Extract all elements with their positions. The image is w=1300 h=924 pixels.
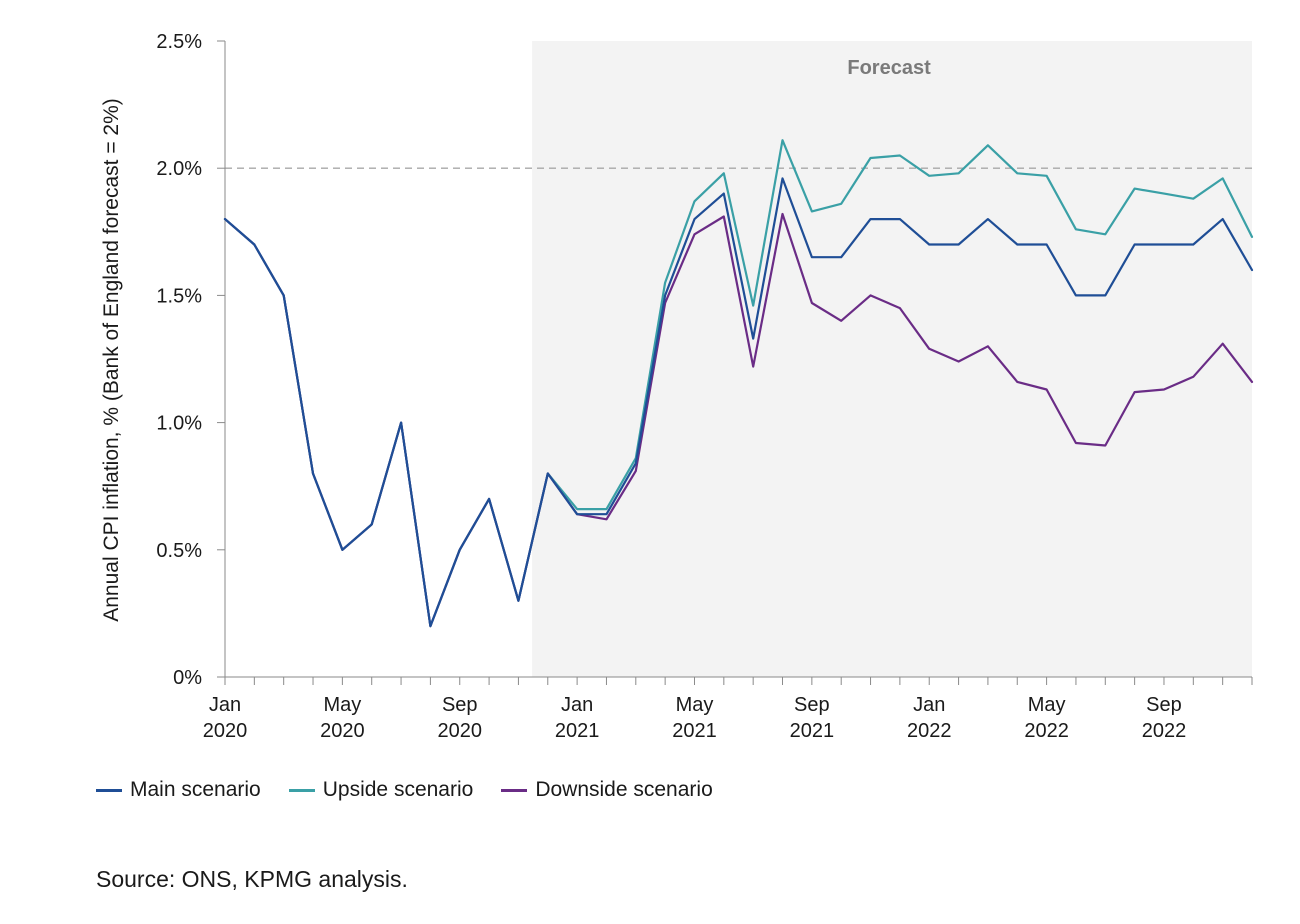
y-tick-label: 0.5% — [156, 540, 202, 562]
legend-item: Upside scenario — [288, 778, 474, 802]
x-tick-label: 2020 — [203, 720, 248, 742]
x-tick-label: Sep — [794, 694, 830, 716]
x-tick-label: 2022 — [907, 720, 952, 742]
x-tick-label: Sep — [442, 694, 478, 716]
x-tick-label: 2022 — [1142, 720, 1187, 742]
legend-item: Downside scenario — [501, 778, 713, 802]
series-group — [223, 139, 1254, 628]
x-tick-label: Jan — [913, 694, 945, 716]
x-tick-label: Sep — [1146, 694, 1182, 716]
x-tick-label: 2021 — [790, 720, 835, 742]
legend-swatch — [501, 788, 528, 792]
legend-item: Main scenario — [96, 778, 261, 802]
legend-label: Upside scenario — [322, 778, 474, 801]
x-tick-label: 2021 — [672, 720, 717, 742]
line-chart: Forecast 0% 0.5% 1.0% 1.5% 2.0% 2.5% Jan 2020 Ma… — [100, 31, 1254, 742]
x-tick-label: May — [1028, 694, 1066, 716]
source-note: Source: ONS, KPMG analysis. — [96, 866, 408, 892]
legend-label: Main scenario — [130, 778, 261, 801]
x-tick-label: 2022 — [1024, 720, 1069, 742]
y-tick-label: 1.0% — [156, 413, 202, 435]
y-tick-label: 0% — [173, 667, 202, 689]
legend-swatch — [96, 788, 122, 792]
legend: Main scenario Upside scenario Downside sce… — [96, 778, 713, 802]
forecast-region: Forecast — [532, 41, 1252, 677]
forecast-shading — [532, 41, 1252, 677]
forecast-label: Forecast — [847, 57, 931, 79]
x-tick-label: May — [676, 694, 714, 716]
y-axis-title: Annual CPI inflation, % (Bank of England… — [100, 98, 123, 622]
x-tick-label: 2020 — [437, 720, 482, 742]
legend-swatch — [288, 788, 315, 792]
y-tick-label: 2.0% — [156, 158, 202, 180]
x-tick-label: Jan — [561, 694, 593, 716]
x-tick-label: May — [323, 694, 361, 716]
x-tick-label: 2020 — [320, 720, 365, 742]
y-tick-label: 2.5% — [156, 31, 202, 53]
legend-label: Downside scenario — [535, 778, 713, 801]
axes — [217, 40, 1253, 685]
x-tick-label: 2021 — [555, 720, 600, 742]
series-line-main-scenario — [223, 177, 1254, 628]
tick-labels: 0% 0.5% 1.0% 1.5% 2.0% 2.5% Jan 2020 May 2020 Sep 2… — [156, 31, 1186, 742]
y-tick-label: 1.5% — [156, 285, 202, 307]
x-tick-label: Jan — [209, 694, 241, 716]
